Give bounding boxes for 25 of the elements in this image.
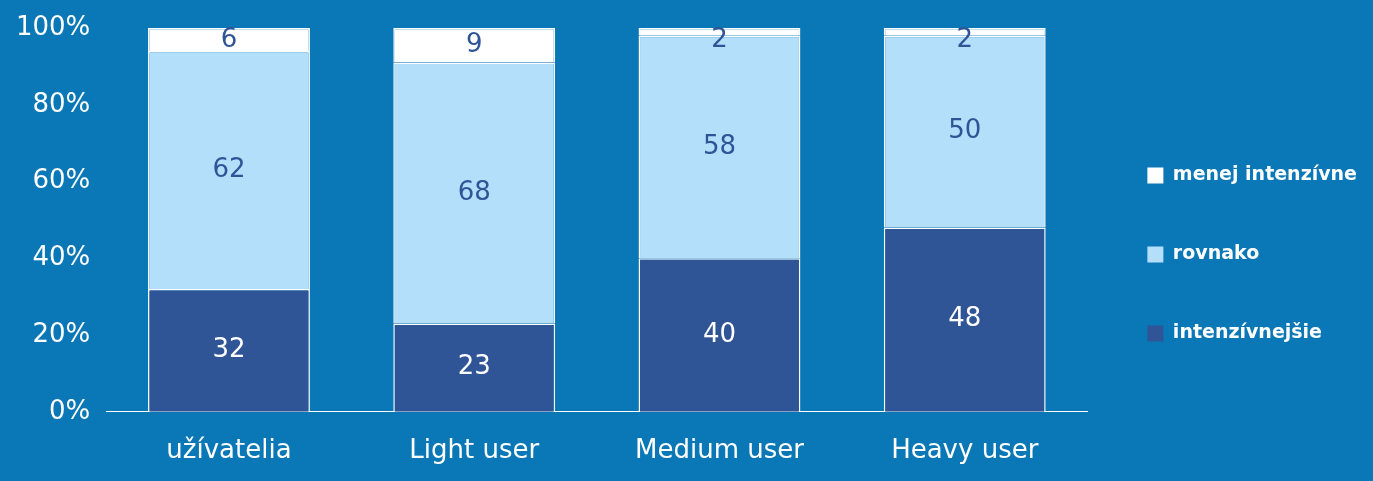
x-tick-label: Heavy user xyxy=(891,434,1039,465)
data-label: 2 xyxy=(956,22,974,53)
data-label: 32 xyxy=(212,333,246,364)
y-tick-label: 0% xyxy=(49,394,91,425)
legend-label: rovnako xyxy=(1172,241,1260,264)
data-label: 50 xyxy=(948,114,982,145)
y-tick-label: 20% xyxy=(32,317,91,348)
data-label: 40 xyxy=(702,317,737,348)
legend-label: intenzívnejšie xyxy=(1172,320,1322,343)
data-label: 62 xyxy=(212,152,246,183)
x-tick-label: Medium user xyxy=(635,434,805,465)
x-tick-label: užívatelia xyxy=(166,434,292,465)
data-label: 6 xyxy=(220,22,238,53)
legend-label: menej intenzívne xyxy=(1172,162,1358,185)
y-tick-label: 80% xyxy=(32,87,91,118)
data-label: 58 xyxy=(702,129,737,160)
data-label: 23 xyxy=(457,350,491,381)
data-label: 68 xyxy=(457,175,491,206)
x-tick-label: Light user xyxy=(409,434,540,465)
y-tick-label: 60% xyxy=(32,164,91,195)
data-label: 9 xyxy=(465,28,483,59)
data-label: 48 xyxy=(948,302,982,333)
y-tick-label: 100% xyxy=(15,10,91,41)
data-label: 2 xyxy=(711,22,728,53)
y-tick-label: 40% xyxy=(32,241,91,272)
